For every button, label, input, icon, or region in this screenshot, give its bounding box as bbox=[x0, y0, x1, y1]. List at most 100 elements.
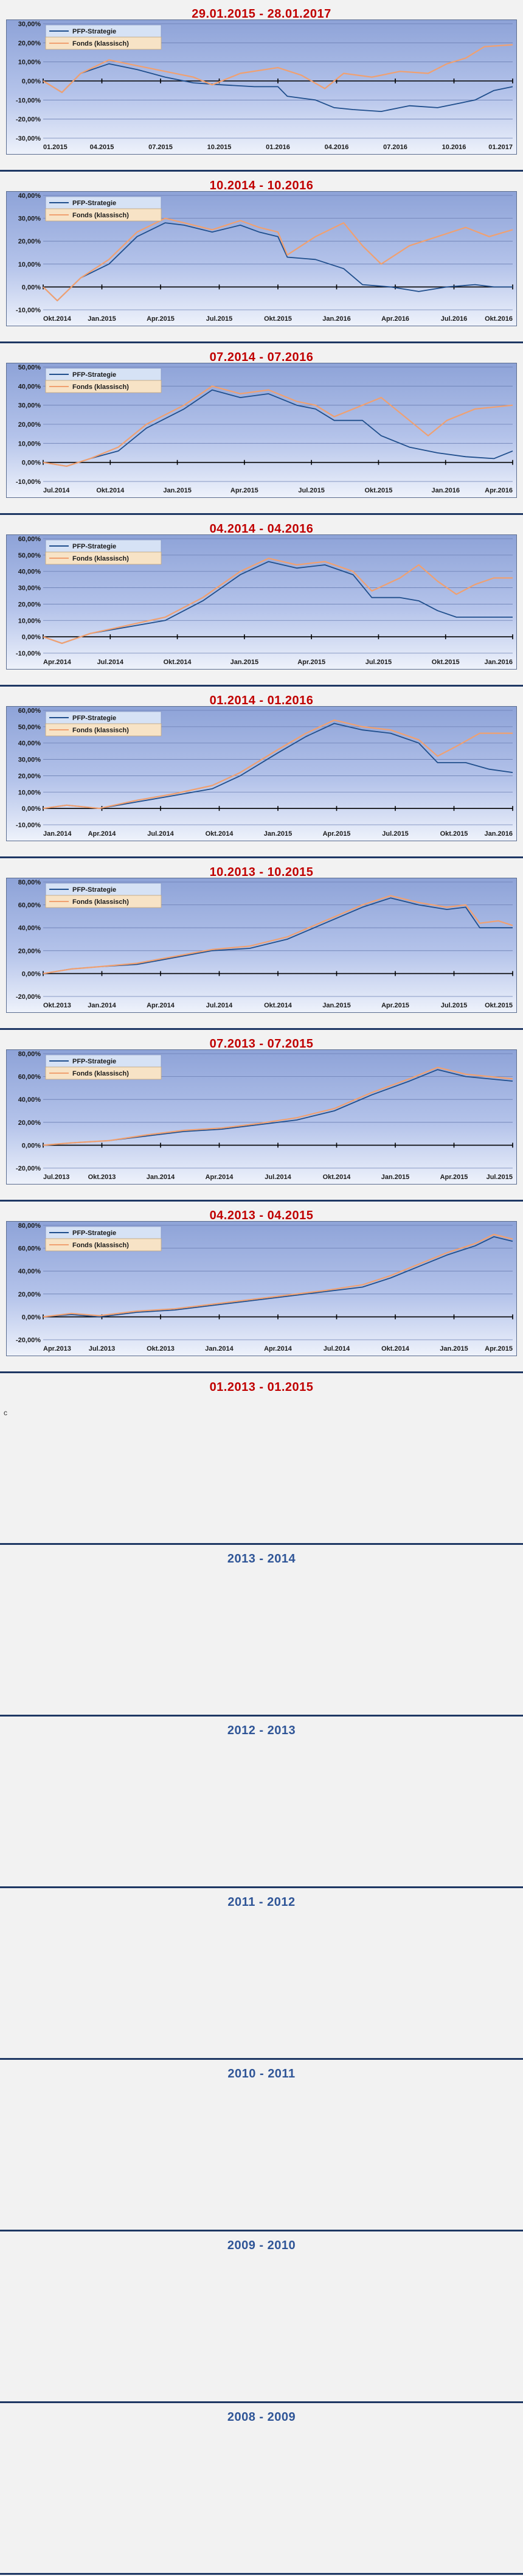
x-tick-label: Jan.2016 bbox=[322, 315, 350, 323]
series-line-fonds-klassisch bbox=[43, 385, 513, 467]
section-title: 2009 - 2010 bbox=[227, 2239, 296, 2252]
x-tick-label: Apr.2014 bbox=[43, 659, 72, 666]
chart-section: 10.2013 - 10.2015 80,00% 60,00% 40,00% 20,00… bbox=[0, 858, 523, 1030]
y-tick-label: 0,00% bbox=[22, 634, 41, 641]
x-tick-label: Jul.2015 bbox=[365, 659, 392, 666]
x-tick-label: 10.2016 bbox=[442, 144, 466, 151]
x-tick-label: Okt.2015 bbox=[264, 315, 292, 323]
y-tick-label: 20,00% bbox=[18, 1291, 41, 1298]
x-tick-label: Jul.2016 bbox=[441, 315, 467, 323]
series-line-pfp-strategie bbox=[43, 389, 513, 467]
y-tick-label: 20,00% bbox=[18, 1119, 41, 1127]
y-tick-label: 40,00% bbox=[18, 383, 41, 390]
legend-label: Fonds (klassisch) bbox=[72, 212, 129, 219]
legend: PFP-Strategie Fonds (klassisch) bbox=[45, 711, 162, 737]
y-tick-label: 60,00% bbox=[18, 536, 41, 543]
x-tick-label: 07.2016 bbox=[383, 144, 407, 151]
y-tick-label: 0,00% bbox=[22, 1314, 41, 1321]
y-tick-label: 10,00% bbox=[18, 440, 41, 447]
x-tick-label: Okt.2015 bbox=[432, 659, 460, 666]
chart-plot-area: 60,00% 50,00% 40,00% 30,00% 20,00% 10,00% 0,00… bbox=[6, 706, 517, 841]
section-title: 2012 - 2013 bbox=[227, 1724, 296, 1737]
x-tick-label: Okt.2015 bbox=[440, 830, 468, 838]
legend-entry-box bbox=[45, 723, 162, 737]
y-tick-label: 30,00% bbox=[18, 585, 41, 592]
y-tick-label: 10,00% bbox=[18, 789, 41, 796]
x-tick-label: Jan.2016 bbox=[485, 830, 513, 838]
chart-section: 07.2013 - 07.2015 80,00% 60,00% 40,00% 20,00… bbox=[0, 1030, 523, 1202]
section-title: 01.2014 - 01.2016 bbox=[209, 694, 314, 707]
chart-section: 01.2014 - 01.2016 60,00% 50,00% 40,00% 30,00… bbox=[0, 687, 523, 858]
y-tick-label: 60,00% bbox=[18, 1074, 41, 1081]
series-line-fonds-klassisch bbox=[43, 558, 513, 644]
y-tick-label: 10,00% bbox=[18, 59, 41, 66]
y-tick-label: -20,00% bbox=[16, 1165, 41, 1172]
y-tick-label: -10,00% bbox=[16, 650, 41, 657]
x-tick-label: Okt.2015 bbox=[485, 1002, 513, 1009]
chart-plot-area: 60,00% 50,00% 40,00% 30,00% 20,00% 10,00% 0,00… bbox=[6, 534, 517, 670]
y-tick-label: 50,00% bbox=[18, 364, 41, 371]
legend-label: PFP-Strategie bbox=[72, 371, 116, 379]
x-tick-label: 01.2016 bbox=[266, 144, 290, 151]
y-tick-label: 20,00% bbox=[18, 601, 41, 608]
y-tick-label: 30,00% bbox=[18, 402, 41, 410]
x-tick-label: 04.2015 bbox=[90, 144, 114, 151]
x-tick-label: Jan.2015 bbox=[264, 830, 292, 838]
y-tick-label: 20,00% bbox=[18, 421, 41, 429]
x-tick-label: Apr.2014 bbox=[206, 1174, 234, 1181]
y-tick-label: 60,00% bbox=[18, 707, 41, 715]
x-tick-label: Jul.2014 bbox=[206, 1002, 233, 1009]
section-title: 10.2014 - 10.2016 bbox=[209, 179, 314, 192]
stray-text: c bbox=[4, 1409, 7, 1417]
legend: PFP-Strategie Fonds (klassisch) bbox=[45, 1226, 162, 1251]
x-tick-label: Jan.2014 bbox=[88, 1002, 116, 1009]
x-tick-label: 04.2016 bbox=[325, 144, 349, 151]
x-tick-label: Jul.2014 bbox=[43, 487, 70, 494]
chart-plot-area: 80,00% 60,00% 40,00% 20,00% 0,00% -20,00% Jul.… bbox=[6, 1049, 517, 1185]
series-line-fonds-klassisch bbox=[43, 44, 513, 93]
legend-label: Fonds (klassisch) bbox=[72, 1070, 129, 1077]
x-tick-label: 10.2015 bbox=[207, 144, 232, 151]
x-tick-label: Okt.2013 bbox=[147, 1345, 175, 1353]
y-tick-label: 40,00% bbox=[18, 192, 41, 200]
x-tick-label: Jul.2015 bbox=[487, 1174, 513, 1181]
chart-section: 01.2013 - 01.2015 c bbox=[0, 1373, 523, 1545]
x-tick-label: Apr.2013 bbox=[43, 1345, 71, 1353]
chart-plot-area: 30,00% 20,00% 10,00% 0,00% -10,00% -20,00% -30… bbox=[6, 19, 517, 155]
chart-plot-area: 80,00% 60,00% 40,00% 20,00% 0,00% -20,00% Okt.… bbox=[6, 878, 517, 1013]
y-tick-label: 40,00% bbox=[18, 1268, 41, 1275]
y-tick-label: 20,00% bbox=[18, 238, 41, 245]
series-line-pfp-strategie bbox=[43, 723, 513, 809]
x-tick-label: Jul.2015 bbox=[298, 487, 324, 494]
section-title: 2010 - 2011 bbox=[227, 2067, 296, 2081]
x-tick-label: Jan.2015 bbox=[88, 315, 116, 323]
y-tick-label: -20,00% bbox=[16, 993, 41, 1001]
section-title: 10.2013 - 10.2015 bbox=[209, 866, 314, 879]
x-tick-label: Apr.2016 bbox=[485, 487, 513, 494]
x-tick-label: Okt.2014 bbox=[206, 830, 234, 838]
legend-label: PFP-Strategie bbox=[72, 28, 116, 35]
x-tick-label: Jan.2015 bbox=[163, 487, 191, 494]
x-tick-label: Apr.2015 bbox=[440, 1174, 468, 1181]
x-tick-label: 01.2017 bbox=[488, 144, 513, 151]
y-tick-label: 0,00% bbox=[22, 1142, 41, 1149]
series-line-pfp-strategie bbox=[43, 63, 513, 112]
x-tick-label: Jul.2015 bbox=[441, 1002, 467, 1009]
x-tick-label: Jul.2015 bbox=[382, 830, 408, 838]
x-tick-label: 01.2015 bbox=[43, 144, 68, 151]
line-chart: 60,00% 50,00% 40,00% 30,00% 20,00% 10,00% 0,00… bbox=[16, 707, 513, 838]
chart-plot-area: 80,00% 60,00% 40,00% 20,00% 0,00% -20,00% Apr.… bbox=[6, 1221, 517, 1356]
chart-section: 2009 - 2010 bbox=[0, 2231, 523, 2403]
series-line-pfp-strategie bbox=[43, 222, 513, 301]
x-tick-label: Okt.2014 bbox=[43, 315, 72, 323]
x-tick-label: Jan.2015 bbox=[440, 1345, 468, 1353]
section-title: 04.2014 - 04.2016 bbox=[209, 522, 314, 536]
chart-section: 2008 - 2009 bbox=[0, 2403, 523, 2575]
legend-label: Fonds (klassisch) bbox=[72, 898, 129, 906]
x-tick-label: Jan.2015 bbox=[381, 1174, 409, 1181]
x-tick-label: Okt.2014 bbox=[96, 487, 125, 494]
series-line-pfp-strategie bbox=[43, 897, 513, 975]
legend-label: PFP-Strategie bbox=[72, 715, 116, 722]
legend: PFP-Strategie Fonds (klassisch) bbox=[45, 1054, 162, 1080]
